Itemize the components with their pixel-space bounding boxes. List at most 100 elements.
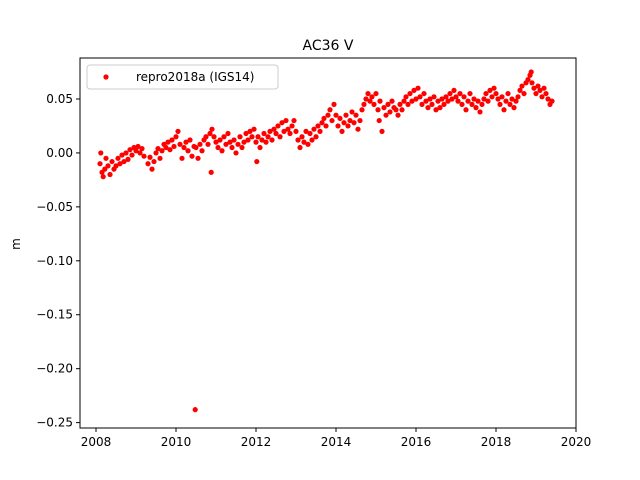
data-point [189, 153, 195, 159]
data-point [225, 130, 231, 137]
data-point [147, 154, 153, 160]
data-point [287, 130, 293, 137]
data-point [163, 144, 169, 151]
y-tick-label: −0.20 [36, 362, 73, 376]
data-point [455, 98, 461, 104]
legend: repro2018a (IGS14) [86, 64, 279, 90]
data-point [139, 146, 145, 152]
data-point [203, 134, 209, 140]
data-point [125, 156, 131, 162]
data-point [135, 143, 141, 150]
data-point [525, 76, 531, 83]
x-tick-label: 2014 [321, 435, 352, 449]
data-point [181, 144, 187, 151]
data-point [175, 128, 181, 134]
data-point [373, 90, 379, 97]
data-point [239, 144, 245, 151]
data-point [109, 158, 115, 165]
data-point [385, 101, 391, 107]
data-point [301, 139, 307, 145]
legend-label: repro2018a (IGS14) [136, 70, 254, 84]
data-point [211, 134, 217, 140]
data-point [233, 150, 239, 156]
data-point [283, 117, 289, 124]
data-point [395, 112, 401, 118]
data-point [297, 144, 303, 151]
data-point [447, 90, 453, 97]
data-point [463, 107, 469, 113]
data-point [227, 139, 233, 145]
data-point [245, 137, 251, 143]
data-point [409, 98, 415, 104]
data-point [165, 139, 171, 145]
data-point [545, 96, 551, 102]
data-point [221, 134, 227, 140]
data-point [445, 98, 451, 104]
y-tick-label: −0.25 [36, 416, 73, 430]
data-point [507, 101, 513, 107]
data-point [471, 96, 477, 102]
data-point [293, 128, 299, 134]
data-point [539, 94, 545, 100]
data-point [97, 161, 103, 167]
data-point [213, 139, 219, 145]
data-point [269, 137, 275, 143]
data-point [425, 105, 431, 111]
data-point [423, 98, 429, 104]
data-point [457, 90, 463, 97]
data-point [151, 158, 157, 165]
data-point [183, 139, 189, 145]
data-point [376, 117, 382, 124]
data-point [519, 83, 525, 89]
x-tick-label: 2012 [241, 435, 272, 449]
data-point [207, 130, 213, 137]
data-point [365, 90, 371, 97]
data-point [219, 148, 225, 154]
data-point [127, 147, 133, 153]
data-point [137, 150, 143, 156]
data-point [249, 134, 255, 140]
data-point [543, 90, 549, 97]
data-point [399, 107, 405, 113]
data-point [487, 87, 493, 93]
data-point [159, 148, 165, 154]
data-point [549, 98, 555, 104]
data-point [481, 96, 487, 102]
data-point [467, 90, 473, 97]
data-point [509, 96, 515, 102]
y-tick-label: 0.05 [46, 92, 73, 106]
data-point [383, 112, 389, 118]
data-point [231, 137, 237, 143]
data-point [439, 96, 445, 102]
data-point [531, 85, 537, 91]
y-axis-label: m [9, 238, 23, 250]
data-point [237, 134, 243, 140]
plot-frame [79, 57, 577, 429]
data-point [208, 169, 214, 175]
data-point [153, 150, 159, 156]
data-point [485, 98, 491, 104]
data-point [497, 101, 503, 107]
data-point [311, 126, 317, 132]
data-point [528, 69, 534, 75]
data-point [145, 161, 151, 167]
data-point [465, 98, 471, 104]
data-point [303, 128, 309, 134]
data-point [247, 128, 253, 134]
data-point [209, 126, 215, 132]
data-point [305, 141, 311, 147]
data-point [121, 158, 127, 165]
data-point [255, 134, 261, 140]
data-point [179, 155, 185, 161]
data-point [335, 123, 341, 129]
data-point [98, 150, 104, 156]
data-point [379, 128, 385, 134]
data-point [529, 80, 535, 86]
data-point [313, 134, 319, 140]
data-point [267, 128, 273, 134]
data-point [473, 105, 479, 111]
data-point [339, 128, 345, 134]
data-point [187, 137, 193, 143]
data-point [405, 101, 411, 107]
data-point [503, 98, 509, 104]
